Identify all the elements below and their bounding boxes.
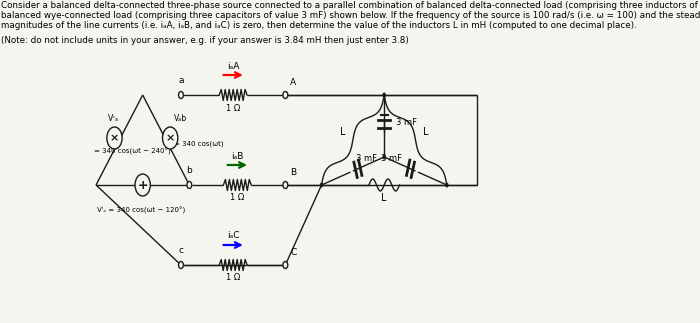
Circle shape <box>135 174 150 196</box>
Text: L: L <box>340 127 346 137</box>
Text: ×: × <box>165 133 175 143</box>
Circle shape <box>283 182 288 189</box>
Circle shape <box>320 182 323 187</box>
Text: Vₐb: Vₐb <box>174 114 187 123</box>
Text: L: L <box>382 193 387 203</box>
Circle shape <box>382 154 386 160</box>
Text: A: A <box>290 78 296 87</box>
Circle shape <box>283 262 288 268</box>
Text: a: a <box>178 76 183 85</box>
Text: Vⁱₓ = 340 cos(ωt − 120°): Vⁱₓ = 340 cos(ωt − 120°) <box>97 205 186 213</box>
Circle shape <box>178 262 183 268</box>
Circle shape <box>107 127 122 149</box>
Text: +: + <box>137 179 148 192</box>
Text: balanced wye-connected load (comprising three capacitors of value 3 mF) shown be: balanced wye-connected load (comprising … <box>1 11 700 20</box>
Text: 1 Ω: 1 Ω <box>226 274 240 283</box>
Text: B: B <box>290 168 296 177</box>
Text: 3 mF: 3 mF <box>396 118 417 127</box>
Circle shape <box>178 91 183 99</box>
Text: 3 mF: 3 mF <box>356 154 377 163</box>
Circle shape <box>382 92 386 98</box>
Text: ×: × <box>110 133 119 143</box>
Text: b: b <box>186 166 193 175</box>
Text: Consider a balanced delta-connected three-phase source connected to a parallel c: Consider a balanced delta-connected thre… <box>1 1 700 10</box>
Text: c: c <box>178 246 183 255</box>
Text: = 340 cos(ωt − 240°): = 340 cos(ωt − 240°) <box>94 147 170 155</box>
Circle shape <box>445 182 449 187</box>
Text: 1 Ω: 1 Ω <box>230 193 244 203</box>
Circle shape <box>187 182 192 189</box>
Text: iₐB: iₐB <box>231 151 244 161</box>
Text: = 340 cos(ωt): = 340 cos(ωt) <box>174 141 223 147</box>
Text: Vᶜₐ: Vᶜₐ <box>108 114 118 123</box>
Text: 3 mF: 3 mF <box>382 154 402 163</box>
Text: magnitudes of the line currents (i.e. iₐA, iₐB, and iₐC) is zero, then determine: magnitudes of the line currents (i.e. iₐ… <box>1 21 637 30</box>
Circle shape <box>162 127 178 149</box>
Circle shape <box>283 91 288 99</box>
Text: iₐC: iₐC <box>227 232 239 241</box>
Text: L: L <box>423 127 428 137</box>
Text: iₐA: iₐA <box>227 61 239 70</box>
Text: (Note: do not include units in your answer, e.g. if your answer is 3.84 mH then : (Note: do not include units in your answ… <box>1 36 409 45</box>
Text: C: C <box>290 248 297 257</box>
Text: 1 Ω: 1 Ω <box>226 103 240 112</box>
